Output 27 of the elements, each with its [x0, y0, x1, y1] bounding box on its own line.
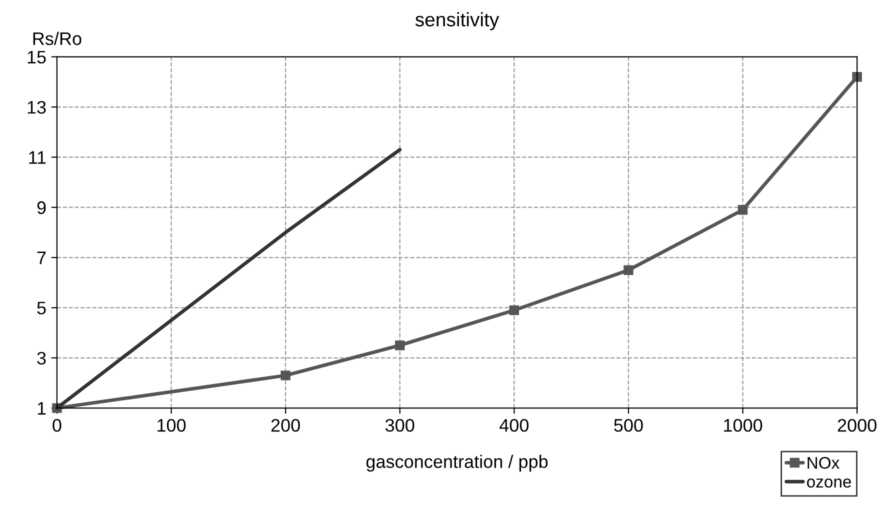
y-axis-title: Rs/Ro — [33, 32, 82, 46]
x-tick-label: 500 — [614, 418, 643, 432]
y-tick-label: 9 — [37, 201, 46, 214]
y-tick-label: 15 — [28, 50, 46, 64]
x-tick-label: 400 — [500, 418, 529, 432]
point — [280, 370, 290, 380]
y-tick-label: 3 — [37, 352, 46, 365]
y-tick-label: 13 — [28, 100, 46, 114]
y-tick-label: 11 — [29, 151, 46, 164]
x-tick-label: 100 — [158, 418, 186, 432]
y-tick-label: 7 — [37, 252, 46, 264]
legend-label: ozone — [807, 478, 851, 488]
y-tick-label: 5 — [37, 302, 46, 314]
point — [852, 72, 862, 82]
y-tick-label: 1 — [38, 402, 46, 415]
x-tick-label: 300 — [385, 418, 414, 432]
point — [738, 205, 748, 215]
x-tick-label: 0 — [52, 418, 62, 432]
point — [624, 265, 634, 275]
point — [509, 305, 520, 316]
chart-title: sensitivity — [415, 12, 500, 30]
point — [395, 340, 405, 350]
legend-label: NOx — [808, 456, 840, 469]
x-tick-label: 2000 — [838, 418, 876, 432]
x-tick-label: 1000 — [724, 418, 762, 432]
x-tick-label: 200 — [271, 418, 300, 432]
x-axis-title: gasconcentration / ppb — [366, 454, 548, 472]
